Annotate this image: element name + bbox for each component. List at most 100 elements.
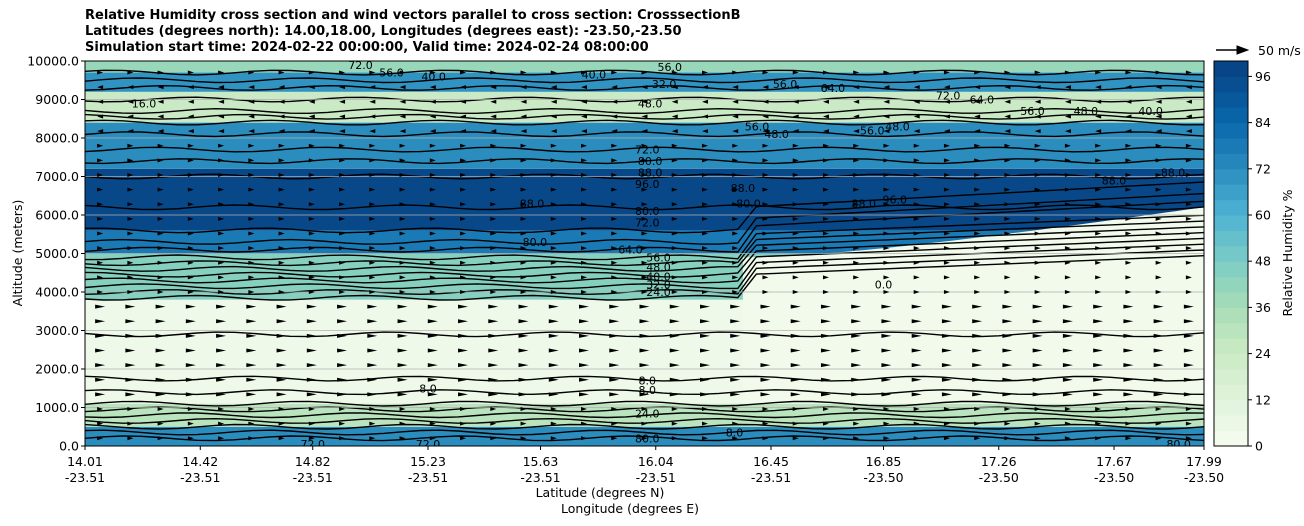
wind-vector [488, 363, 499, 368]
wind-vector [1034, 290, 1041, 294]
wind-vector [550, 436, 557, 441]
wind-vector [883, 275, 890, 280]
contour-lines [85, 69, 1204, 442]
wind-vector [730, 304, 741, 309]
wind-vector [913, 436, 920, 441]
wind-vector [1185, 85, 1192, 90]
wind-vector [701, 290, 708, 294]
colorbar-segment [1214, 415, 1248, 432]
wind-vector [127, 158, 134, 163]
wind-vector [671, 275, 678, 280]
wind-vector [1125, 202, 1132, 207]
contour-label-28: 56.0 [646, 251, 671, 264]
wind-vector [699, 333, 710, 338]
wind-vector [820, 304, 831, 309]
wind-vector [1185, 114, 1192, 119]
wind-vector [369, 158, 376, 163]
wind-vector [822, 231, 829, 236]
wind-vector [397, 348, 408, 353]
wind-vector [278, 143, 285, 148]
wind-vector [429, 202, 436, 207]
wind-vector [460, 99, 467, 104]
wind-vector [972, 392, 983, 397]
wind-vector [883, 216, 890, 221]
wind-vector [611, 99, 618, 104]
wind-vector [550, 246, 557, 251]
wind-vector [520, 129, 527, 134]
wind-vector [1034, 216, 1041, 221]
wind-vector [490, 114, 497, 119]
wind-vector [699, 377, 710, 382]
wind-vector [1004, 172, 1011, 177]
wind-vector [155, 363, 166, 368]
wind-vector [1032, 333, 1043, 338]
wind-vector [1064, 114, 1071, 119]
wind-vector [1062, 333, 1073, 338]
wind-vector [367, 348, 378, 353]
wind-vector [369, 231, 376, 236]
wind-vector [581, 202, 588, 207]
wind-vector [367, 319, 378, 324]
wind-vector [974, 275, 981, 280]
contour-line-19 [85, 192, 1204, 245]
wind-vector [339, 85, 346, 90]
wind-vector [913, 143, 920, 148]
wind-vector [337, 304, 348, 309]
wind-vector [490, 172, 497, 177]
wind-vector [669, 348, 680, 353]
wind-vector [1095, 407, 1102, 412]
wind-vector [157, 99, 164, 104]
wind-vector [1185, 421, 1192, 426]
wind-vector [520, 143, 527, 148]
wind-vector [853, 129, 860, 134]
wind-vector [913, 187, 920, 192]
wind-vector [339, 290, 346, 294]
contour-line-16 [85, 220, 1204, 267]
wind-vector [157, 260, 164, 265]
wind-vector [216, 392, 227, 397]
wind-vector [187, 290, 194, 294]
wind-vector [974, 202, 981, 207]
contour-label-43: 24.0 [635, 407, 660, 420]
wind-vector [306, 392, 317, 397]
wind-vector [1155, 246, 1162, 251]
colorbar-tick-label-4: 48 [1255, 254, 1271, 269]
wind-vector [278, 246, 285, 251]
wind-vector [218, 421, 225, 426]
wind-vector [941, 333, 952, 338]
wind-vector [851, 348, 862, 353]
wind-vector [851, 392, 862, 397]
wind-vector [429, 187, 436, 192]
wind-vector [669, 392, 680, 397]
wind-vector [822, 187, 829, 192]
wind-vector [641, 172, 648, 177]
contour-label-19: 72.0 [635, 144, 660, 157]
contour-label-18: 48.0 [885, 120, 910, 133]
contour-label-24: 80.0 [635, 205, 660, 218]
wind-vector [548, 363, 559, 368]
contour-label-37: 96.0 [882, 194, 907, 207]
wind-vector [369, 70, 376, 75]
contour-label-35: 80.0 [736, 197, 761, 210]
wind-vector [460, 216, 467, 221]
wind-vector [1064, 216, 1071, 221]
wind-vector [369, 99, 376, 104]
wind-vector [1034, 143, 1041, 148]
wind-vector [609, 333, 620, 338]
wind-vector [97, 275, 104, 280]
wind-vector [974, 114, 981, 119]
wind-vector [187, 260, 194, 265]
wind-vector [790, 333, 801, 338]
contour-line-29 [85, 96, 1204, 103]
wind-vector [308, 85, 315, 90]
wind-vector [792, 260, 799, 265]
wind-vector [732, 129, 739, 134]
wind-vector [790, 319, 801, 324]
wind-vector [1095, 187, 1102, 192]
wind-vector [1125, 187, 1132, 192]
wind-vector [1064, 421, 1071, 426]
x-tick-lat-0: 14.01 [67, 454, 103, 469]
wind-vector [427, 363, 438, 368]
wind-vector [1032, 319, 1043, 324]
wind-vector [97, 407, 104, 412]
